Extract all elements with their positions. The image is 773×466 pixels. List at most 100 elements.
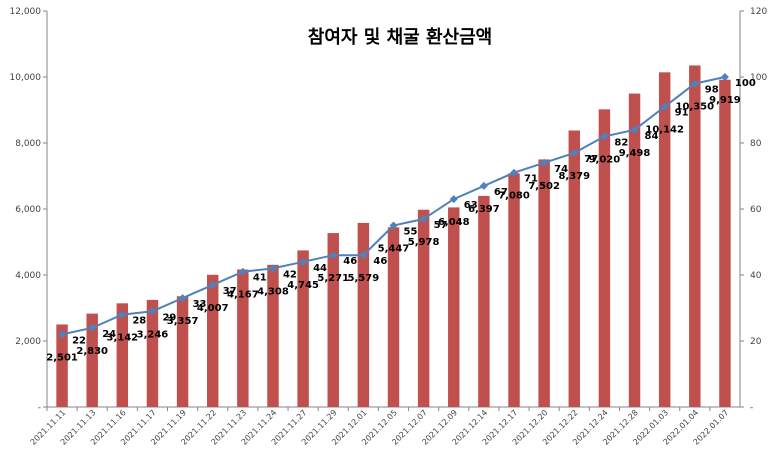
line-point — [329, 251, 338, 260]
line-data-label: 28 — [132, 316, 146, 327]
line-point — [540, 158, 549, 167]
line-data-label: 22 — [72, 335, 86, 346]
bar — [146, 299, 159, 407]
bar-data-label: 3,142 — [107, 333, 139, 344]
bar-data-label: 9,919 — [709, 95, 741, 106]
bar-data-label: 10,142 — [645, 125, 684, 136]
bar-data-label: 7,080 — [498, 191, 530, 202]
bar — [176, 296, 189, 407]
right-tick-label: - — [750, 403, 753, 413]
line-data-label: 91 — [675, 108, 689, 119]
bar — [116, 303, 129, 407]
bar-data-label: 3,246 — [137, 329, 169, 340]
left-tick-label: 10,000 — [10, 73, 42, 83]
line-data-label: 84 — [645, 131, 659, 142]
bar — [206, 274, 219, 407]
line-point — [389, 221, 398, 230]
line-point — [148, 307, 157, 316]
bar — [448, 207, 460, 407]
bar-data-label: 6,048 — [438, 217, 470, 228]
bar-data-label: 4,167 — [227, 290, 259, 301]
bar-data-label: 10,350 — [676, 102, 715, 113]
bar — [658, 72, 671, 408]
line-point — [178, 294, 187, 303]
line-layer — [58, 73, 729, 339]
line-point — [268, 264, 277, 273]
bar — [297, 250, 309, 407]
bar — [689, 65, 701, 407]
line-data-label: 41 — [253, 273, 267, 284]
line-data-label: 57 — [434, 220, 448, 231]
bar — [86, 313, 98, 407]
bar-data-label: 5,978 — [408, 237, 440, 248]
bar — [267, 264, 279, 407]
line-data-label: 74 — [554, 164, 568, 175]
line-data-label: 42 — [283, 269, 297, 280]
right-tick-label: 80 — [750, 139, 762, 149]
line-data-label: 63 — [464, 200, 478, 211]
bar-data-label: 9,020 — [589, 154, 621, 165]
bar — [628, 93, 641, 407]
left-tick-label: 2,000 — [15, 337, 41, 347]
line-data-label: 46 — [373, 256, 387, 267]
line-data-label: 24 — [102, 329, 116, 340]
left-tick-label: - — [38, 403, 41, 413]
bar-data-label: 4,745 — [287, 280, 319, 291]
line-point — [449, 195, 458, 204]
bar-data-label: 2,501 — [46, 352, 78, 363]
line-point — [690, 79, 699, 88]
bar — [56, 324, 68, 407]
line-point — [88, 323, 97, 332]
line-point — [510, 168, 519, 177]
bar — [719, 79, 731, 407]
bar — [508, 173, 520, 407]
line-data-label: 29 — [162, 312, 176, 323]
bar-data-label: 4,308 — [257, 286, 289, 297]
bars-layer — [56, 65, 731, 408]
bar — [387, 227, 400, 407]
line-data-label: 46 — [343, 256, 357, 267]
line-point — [570, 148, 579, 157]
line-data-label: 67 — [494, 187, 508, 198]
line-data-label: 77 — [584, 154, 598, 165]
line-point — [299, 257, 308, 266]
line-point — [720, 73, 729, 81]
line-data-label: 100 — [735, 78, 756, 89]
bar-data-label: 7,502 — [528, 181, 560, 192]
line-data-label: 33 — [193, 299, 207, 310]
bar — [327, 233, 339, 407]
bar-data-label: 5,447 — [378, 244, 410, 255]
line-data-label: 44 — [313, 263, 327, 274]
line-point — [630, 125, 639, 134]
bar — [598, 109, 611, 407]
right-tick-label: 120 — [750, 7, 767, 17]
right-tick-label: 40 — [750, 271, 762, 281]
left-tick-label: 12,000 — [10, 7, 42, 17]
bar-data-label: 5,579 — [348, 273, 380, 284]
bar — [568, 130, 581, 408]
bar-data-label: 4,007 — [197, 303, 229, 314]
line-data-label: 71 — [524, 174, 538, 185]
left-tick-label: 4,000 — [15, 271, 41, 281]
line-point — [600, 132, 609, 141]
bar-data-label: 8,379 — [558, 171, 590, 182]
line-point — [660, 102, 669, 111]
line-point — [419, 214, 428, 223]
line-data-label: 98 — [705, 85, 719, 96]
right-tick-label: 20 — [750, 337, 762, 347]
right-tick-label: 100 — [750, 73, 767, 83]
bar — [538, 159, 550, 407]
bar — [357, 222, 370, 407]
bar-data-label: 9,498 — [619, 148, 651, 159]
line-point — [118, 310, 127, 319]
line-data-label: 55 — [404, 227, 418, 238]
bar-data-label: 5,271 — [317, 273, 349, 284]
line-data-label: 37 — [223, 286, 237, 297]
bar-data-label: 3,357 — [167, 316, 199, 327]
bar — [237, 269, 249, 407]
bar — [478, 195, 490, 407]
chart-title: 참여자 및 채굴 환산금액 — [308, 26, 492, 48]
